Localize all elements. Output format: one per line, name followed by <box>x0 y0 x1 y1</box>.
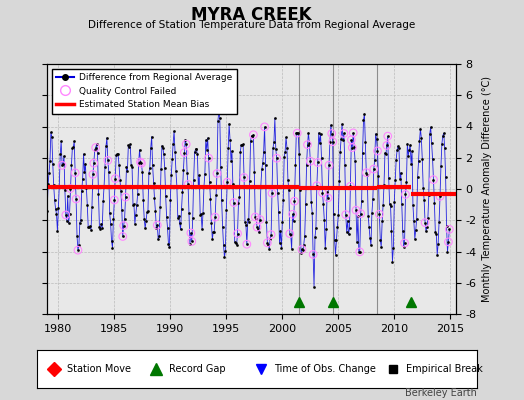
Point <box>119 222 128 229</box>
Point <box>444 239 453 245</box>
Point <box>369 166 378 172</box>
Point <box>182 141 190 147</box>
Point <box>298 246 306 253</box>
Point <box>62 212 70 218</box>
Point <box>383 142 391 149</box>
Point <box>211 214 220 220</box>
Point <box>122 194 130 200</box>
Point <box>136 159 145 165</box>
Point <box>346 183 355 190</box>
Point <box>71 170 79 176</box>
Point <box>137 160 146 166</box>
Point <box>187 230 195 236</box>
Text: Empirical Break: Empirical Break <box>407 364 483 374</box>
Text: Berkeley Earth: Berkeley Earth <box>405 388 477 398</box>
Point <box>230 200 238 206</box>
Text: Record Gap: Record Gap <box>169 364 225 374</box>
Point <box>272 155 281 162</box>
Point <box>204 155 213 161</box>
Point <box>293 130 301 136</box>
Point <box>92 144 100 151</box>
Point <box>288 211 297 218</box>
Point <box>286 230 294 237</box>
Point <box>267 231 275 238</box>
Point <box>306 158 314 164</box>
Legend: Difference from Regional Average, Quality Control Failed, Estimated Station Mean: Difference from Regional Average, Qualit… <box>52 68 236 114</box>
Point <box>188 238 196 245</box>
Point <box>260 124 269 130</box>
Point <box>318 190 326 196</box>
Point <box>223 179 232 185</box>
Point <box>153 222 161 228</box>
Point <box>352 207 360 213</box>
Point <box>329 138 337 145</box>
Point <box>256 216 264 223</box>
Point <box>111 176 119 182</box>
Point <box>342 212 350 218</box>
Point <box>362 170 370 176</box>
Point <box>184 181 192 188</box>
Text: MYRA CREEK: MYRA CREEK <box>191 6 312 24</box>
Point <box>240 174 248 181</box>
Point <box>58 162 66 168</box>
Point <box>67 185 75 192</box>
Point <box>401 191 410 198</box>
Point <box>303 142 312 148</box>
Point <box>104 157 112 164</box>
Point <box>429 176 438 183</box>
Point <box>74 247 82 253</box>
Point <box>340 130 348 137</box>
Point <box>445 226 454 232</box>
Point <box>356 210 365 217</box>
Point <box>384 133 392 139</box>
Point <box>251 214 259 220</box>
Point <box>313 182 321 189</box>
Point <box>436 193 444 200</box>
Point <box>373 148 381 154</box>
Point <box>213 170 221 177</box>
Point <box>253 224 261 230</box>
Point <box>118 233 127 240</box>
Point <box>348 144 356 151</box>
Point <box>90 160 98 166</box>
Point <box>243 241 251 248</box>
Point <box>400 240 409 246</box>
Point <box>249 132 258 138</box>
Text: Difference of Station Temperature Data from Regional Average: Difference of Station Temperature Data f… <box>88 20 415 30</box>
Point <box>290 198 299 204</box>
Point <box>110 197 118 203</box>
Point <box>328 130 336 137</box>
Point <box>309 251 318 258</box>
Point <box>324 195 332 201</box>
Point <box>268 190 276 196</box>
Point <box>263 240 271 246</box>
Point <box>72 196 80 202</box>
Point <box>421 220 429 226</box>
Point <box>375 211 384 218</box>
Y-axis label: Monthly Temperature Anomaly Difference (°C): Monthly Temperature Anomaly Difference (… <box>482 76 492 302</box>
Text: Station Move: Station Move <box>68 364 132 374</box>
Point <box>325 162 333 168</box>
Point <box>356 249 364 255</box>
Text: Time of Obs. Change: Time of Obs. Change <box>275 364 376 374</box>
Point <box>89 171 97 178</box>
Point <box>313 159 322 166</box>
Point <box>347 136 356 143</box>
Point <box>349 130 357 136</box>
Point <box>180 150 189 156</box>
Point <box>233 230 242 237</box>
